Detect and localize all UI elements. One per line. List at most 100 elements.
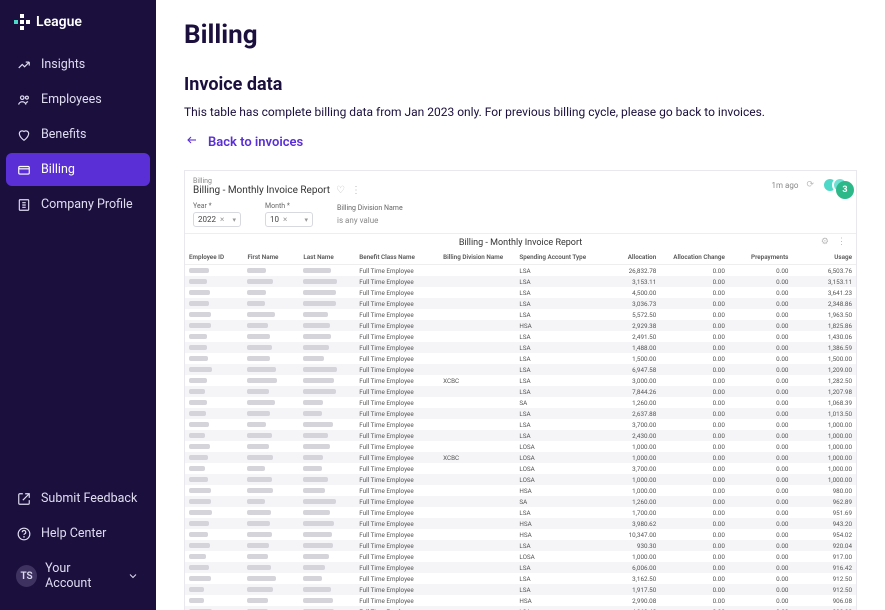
sidebar-item-label: Benefits — [41, 127, 86, 142]
chevron-down-icon[interactable]: ▾ — [232, 216, 236, 224]
report-heading: Billing - Monthly Invoice Report ⚙ ⋮ — [185, 233, 856, 250]
account-label: Your Account — [45, 561, 117, 591]
table-row[interactable]: Full Time EmployeeLSA1,488.000.000.001,3… — [185, 342, 856, 353]
sidebar-item-label: Insights — [41, 57, 85, 72]
main-content: Billing Invoice data This table has comp… — [156, 0, 885, 610]
refresh-icon[interactable]: ⟳ — [806, 180, 814, 190]
col-header[interactable]: First Name — [243, 250, 299, 265]
section-title: Invoice data — [184, 74, 857, 95]
table-row[interactable]: Full Time EmployeeXCBCLOSA1,000.000.000.… — [185, 452, 856, 463]
viewer-avatars[interactable]: 3 — [822, 177, 848, 193]
account-menu[interactable]: TS Your Account — [6, 552, 150, 600]
clear-icon[interactable]: × — [220, 215, 224, 224]
table-row[interactable]: Full Time EmployeeLSA2,637.880.000.001,0… — [185, 408, 856, 419]
feedback-icon — [16, 491, 31, 506]
help-icon — [16, 526, 31, 541]
company-icon — [16, 197, 31, 212]
brand-icon — [14, 14, 30, 30]
sidebar-item-label: Employees — [41, 92, 102, 107]
table-row[interactable]: Full Time EmployeeHSA2,929.380.000.001,8… — [185, 320, 856, 331]
col-header[interactable]: Spending Account Type — [515, 250, 591, 265]
table-row[interactable]: Full Time EmployeeLSA2,491.500.000.001,4… — [185, 331, 856, 342]
table-row[interactable]: Full Time EmployeeLSA4,069.480.000.00900… — [185, 606, 856, 610]
col-header[interactable]: Allocation — [592, 250, 661, 265]
page-title: Billing — [184, 20, 857, 50]
table-row[interactable]: Full Time EmployeeLOSA1,000.000.000.001,… — [185, 474, 856, 485]
avatar: TS — [16, 565, 37, 587]
report-filters: Year * 2022 × ▾ Month * 10 × ▾ Billing D… — [185, 198, 856, 233]
employees-icon — [16, 92, 31, 107]
table-row[interactable]: Full Time EmployeeLSA3,700.000.000.001,0… — [185, 419, 856, 430]
section-description: This table has complete billing data fro… — [184, 105, 857, 119]
billing-icon — [16, 162, 31, 177]
table-row[interactable]: Full Time EmployeeLSA4,500.000.000.003,6… — [185, 287, 856, 298]
filter-month[interactable]: Month * 10 × ▾ — [265, 202, 313, 227]
filter-division[interactable]: Billing Division Name is any value — [337, 204, 403, 227]
table-row[interactable]: Full Time EmployeeLSA930.300.000.00920.0… — [185, 540, 856, 551]
filter-year[interactable]: Year * 2022 × ▾ — [193, 202, 241, 227]
table-row[interactable]: Full Time EmployeeSA1,260.000.000.001,06… — [185, 397, 856, 408]
col-header[interactable]: Benefit Class Name — [355, 250, 439, 265]
table-row[interactable]: Full Time EmployeeLSA6,006.000.000.00916… — [185, 562, 856, 573]
sidebar-item-label: Billing — [41, 162, 75, 177]
table-row[interactable]: Full Time EmployeeLOSA1,000.000.000.0091… — [185, 551, 856, 562]
chevron-down-icon — [125, 569, 140, 584]
table-row[interactable]: Full Time EmployeeLSA1,917.500.000.00912… — [185, 584, 856, 595]
col-header[interactable]: Last Name — [299, 250, 355, 265]
brand-name: League — [36, 14, 82, 30]
back-link-label: Back to invoices — [208, 135, 303, 150]
last-updated: 1m ago — [772, 181, 799, 190]
table-row[interactable]: Full Time EmployeeLSA2,430.000.000.001,0… — [185, 430, 856, 441]
kebab-icon[interactable]: ⋮ — [837, 237, 846, 247]
table-row[interactable]: Full Time EmployeeHSA1,000.000.000.00980… — [185, 485, 856, 496]
favorite-icon[interactable]: ♡ — [336, 185, 345, 196]
table-row[interactable]: Full Time EmployeeLSA3,153.110.000.003,1… — [185, 276, 856, 287]
sidebar-footer: Submit Feedback Help Center TS Your Acco… — [0, 482, 156, 610]
sidebar-item-insights[interactable]: Insights — [6, 48, 150, 81]
help-center-label: Help Center — [41, 526, 106, 541]
table-row[interactable]: Full Time EmployeeLOSA3,700.000.000.001,… — [185, 463, 856, 474]
table-row[interactable]: Full Time EmployeeHSA2,990.080.000.00906… — [185, 595, 856, 606]
report-panel: Billing Billing - Monthly Invoice Report… — [184, 170, 857, 610]
table-row[interactable]: Full Time EmployeeLSA1,700.000.000.00951… — [185, 507, 856, 518]
benefits-icon — [16, 127, 31, 142]
back-to-invoices-link[interactable]: Back to invoices — [184, 134, 303, 150]
sidebar-nav: Insights Employees Benefits Billing Company … — [0, 48, 156, 221]
clear-icon[interactable]: × — [283, 215, 287, 224]
table-row[interactable]: Full Time EmployeeLSA7,844.260.000.001,2… — [185, 386, 856, 397]
table-row[interactable]: Full Time EmployeeLSA3,162.500.000.00912… — [185, 573, 856, 584]
col-header[interactable]: Billing Division Name — [439, 250, 515, 265]
table-row[interactable]: Full Time EmployeeHSA10,347.000.000.0095… — [185, 529, 856, 540]
submit-feedback-label: Submit Feedback — [41, 491, 137, 506]
table-row[interactable]: Full Time EmployeeHSA3,980.620.000.00943… — [185, 518, 856, 529]
viewer-count-badge: 3 — [836, 181, 854, 199]
sidebar-item-billing[interactable]: Billing — [6, 153, 150, 186]
insights-icon — [16, 57, 31, 72]
help-center-link[interactable]: Help Center — [6, 517, 150, 550]
table-row[interactable]: Full Time EmployeeLSA26,832.780.000.006,… — [185, 265, 856, 277]
sidebar-item-company-profile[interactable]: Company Profile — [6, 188, 150, 221]
report-title: Billing - Monthly Invoice Report — [193, 185, 330, 196]
sidebar-item-benefits[interactable]: Benefits — [6, 118, 150, 151]
settings-icon[interactable]: ⚙ — [821, 237, 829, 247]
sidebar: League Insights Employees Benefits Billing C… — [0, 0, 156, 610]
table-row[interactable]: Full Time EmployeeLSA3,036.730.000.002,3… — [185, 298, 856, 309]
table-row[interactable]: Full Time EmployeeLOSA1,000.000.000.001,… — [185, 441, 856, 452]
col-header[interactable]: Employee ID — [185, 250, 243, 265]
brand-logo[interactable]: League — [0, 14, 156, 48]
table-row[interactable]: Full Time EmployeeLSA5,572.500.000.001,9… — [185, 309, 856, 320]
table-row[interactable]: Full Time EmployeeLSA6,947.580.000.001,2… — [185, 364, 856, 375]
report-breadcrumb: Billing — [193, 177, 361, 185]
col-header[interactable]: Usage — [792, 250, 856, 265]
table-row[interactable]: Full Time EmployeeXCBCLSA3,000.000.000.0… — [185, 375, 856, 386]
invoice-table: Employee IDFirst NameLast NameBenefit Cl… — [185, 250, 856, 610]
table-row[interactable]: Full Time EmployeeLSA1,500.000.000.001,5… — [185, 353, 856, 364]
table-row[interactable]: Full Time EmployeeSA1,260.000.000.00962.… — [185, 496, 856, 507]
sidebar-item-label: Company Profile — [41, 197, 133, 212]
chevron-down-icon[interactable]: ▾ — [304, 216, 308, 224]
col-header[interactable]: Prepayments — [729, 250, 793, 265]
submit-feedback-link[interactable]: Submit Feedback — [6, 482, 150, 515]
sidebar-item-employees[interactable]: Employees — [6, 83, 150, 116]
col-header[interactable]: Allocation Change — [660, 250, 729, 265]
report-menu-icon[interactable]: ⋮ — [351, 185, 361, 196]
